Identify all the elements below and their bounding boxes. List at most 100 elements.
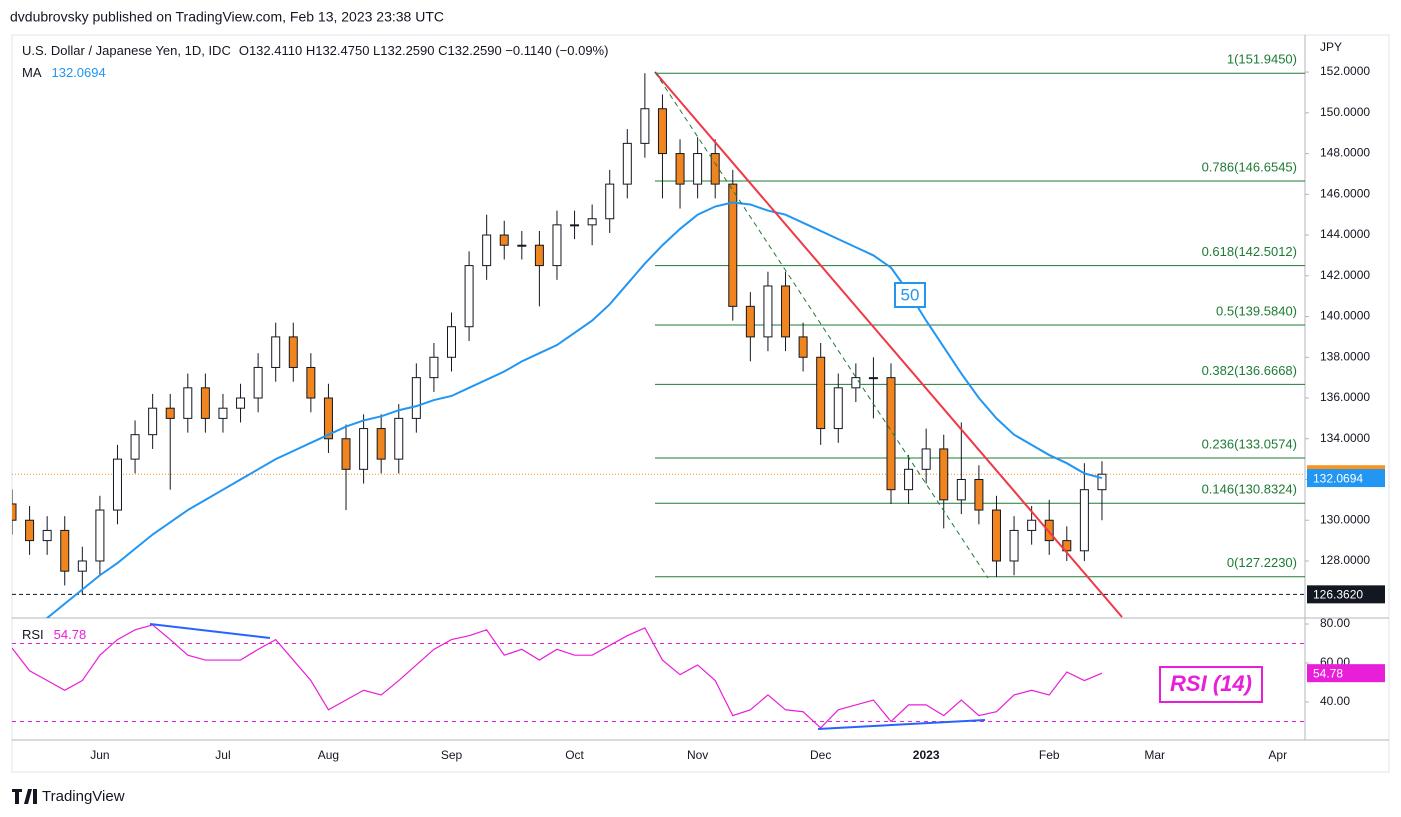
- candle-body: [517, 244, 527, 247]
- time-tick-label: Nov: [687, 748, 708, 762]
- rsi-name: RSI: [22, 627, 44, 642]
- price-tick-label: 148.0000: [1320, 146, 1370, 160]
- time-tick-label: Dec: [810, 748, 831, 762]
- candle-body: [605, 183, 615, 220]
- rsi-price-text: 54.78: [1313, 666, 1343, 680]
- fib-label: 0.236(133.0574): [1202, 436, 1297, 451]
- candle-body: [341, 438, 351, 470]
- symbol-title: U.S. Dollar / Japanese Yen, 1D, IDC: [22, 43, 231, 58]
- candle-body: [148, 407, 158, 436]
- candle-body: [587, 218, 597, 226]
- candle-body: [816, 356, 826, 430]
- candle-body: [60, 529, 70, 572]
- ma-price-box: [1307, 469, 1385, 488]
- price-tick-label: 144.0000: [1320, 227, 1370, 241]
- candle-body: [781, 285, 791, 338]
- footer-brand: TradingView: [42, 788, 125, 805]
- candle-body: [851, 377, 861, 389]
- candle-body: [534, 244, 544, 267]
- candle-body: [42, 529, 52, 542]
- time-tick-label: Apr: [1268, 748, 1287, 762]
- fib-label: 0.786(146.6545): [1202, 159, 1297, 174]
- fib-label: 0(127.2230): [1227, 555, 1297, 570]
- support-price-text: 126.3620: [1313, 588, 1363, 602]
- rsi-line: [12, 624, 1103, 729]
- publisher-header: dvdubrovsky published on TradingView.com…: [10, 9, 444, 25]
- candle-body: [271, 336, 281, 368]
- fib-label: 1(151.9450): [1227, 52, 1297, 67]
- ma-price-text: 132.0694: [1313, 471, 1363, 485]
- candle-body: [745, 305, 755, 338]
- candle-body: [675, 153, 685, 185]
- bearish-divergence: [149, 623, 271, 639]
- rsi-pane: [12, 624, 1305, 729]
- candle-body: [464, 265, 474, 328]
- fib-label: 0.618(142.5012): [1202, 244, 1297, 259]
- price-tick-label: 152.0000: [1320, 64, 1370, 78]
- candle-body: [570, 224, 580, 227]
- time-tick-label: Oct: [565, 748, 584, 762]
- candle-body: [1062, 540, 1072, 552]
- candle-body: [763, 285, 773, 338]
- time-tick-label: Jul: [215, 748, 230, 762]
- candle-body: [25, 519, 35, 542]
- ma-annotation-box: [894, 282, 926, 308]
- candle-body: [904, 468, 914, 491]
- candle-body: [12, 503, 17, 521]
- rsi-divergence: [149, 623, 986, 730]
- bullish-divergence: [817, 719, 986, 730]
- red-trendline: [654, 71, 1123, 618]
- candle-body: [499, 234, 509, 246]
- ma-annotation: 50: [901, 285, 920, 304]
- rsi-tick-label: 80.00: [1320, 616, 1350, 630]
- candle-body: [1009, 529, 1019, 562]
- price-tick-label: 136.0000: [1320, 390, 1370, 404]
- candle-body: [728, 183, 738, 307]
- price-tick-label: 146.0000: [1320, 186, 1370, 200]
- candle-body: [130, 434, 140, 460]
- price-tick-label: 142.0000: [1320, 268, 1370, 282]
- candle-body: [640, 108, 650, 144]
- fib-label: 0.5(139.5840): [1216, 303, 1297, 318]
- time-tick-label: 2023: [913, 748, 940, 762]
- candle-body: [112, 458, 122, 511]
- candle-body: [1027, 519, 1037, 531]
- candle-body: [1097, 473, 1107, 491]
- candle-body: [165, 407, 175, 419]
- time-tick-label: Sep: [441, 748, 463, 762]
- price-tick-label: 134.0000: [1320, 431, 1370, 445]
- price-tick-label: 140.0000: [1320, 309, 1370, 323]
- candle-body: [323, 397, 333, 440]
- fib-trend-dashed: [654, 71, 989, 579]
- candle-body: [939, 448, 949, 501]
- ma-legend: MA 132.0694: [22, 65, 106, 80]
- candle-body: [288, 336, 298, 368]
- time-tick-label: Feb: [1039, 748, 1060, 762]
- price-tick-label: 128.0000: [1320, 553, 1370, 567]
- rsi-annotation: RSI (14): [1170, 671, 1252, 696]
- candle-body: [253, 366, 263, 399]
- support-price-box: [1307, 585, 1385, 604]
- candle-body: [991, 509, 1001, 562]
- price-tick-label: 138.0000: [1320, 349, 1370, 363]
- tv-logo: [12, 789, 37, 804]
- candle-body: [833, 387, 843, 430]
- price-tick-label: 150.0000: [1320, 105, 1370, 119]
- candle-body: [657, 108, 667, 155]
- price-tick-label: 130.0000: [1320, 512, 1370, 526]
- rsi-legend: RSI 54.78: [22, 627, 86, 642]
- candle-body: [552, 224, 562, 267]
- footer-logo: TradingView: [12, 788, 125, 805]
- candle-body: [868, 377, 878, 380]
- ma-line: [45, 201, 1103, 618]
- ma-value: 132.0694: [52, 65, 106, 80]
- time-tick-label: Aug: [318, 748, 339, 762]
- rsi-value: 54.78: [54, 627, 87, 642]
- candle-body: [376, 428, 386, 460]
- ohlc-values: O132.4110 H132.4750 L132.2590 C132.2590 …: [239, 43, 609, 58]
- candle-body: [447, 326, 456, 358]
- candle-body: [693, 153, 703, 185]
- time-tick-label: Mar: [1144, 748, 1165, 762]
- candle-body: [429, 356, 439, 379]
